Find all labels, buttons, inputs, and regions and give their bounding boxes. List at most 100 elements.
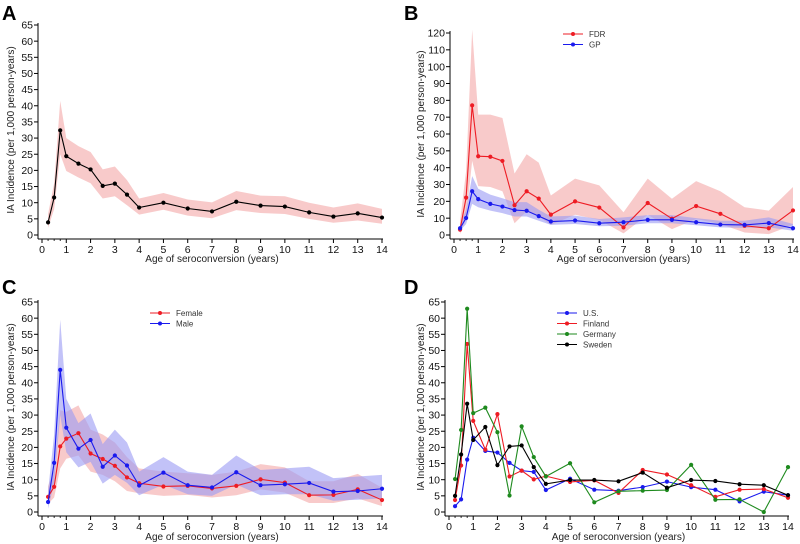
data-point-germany xyxy=(471,411,476,416)
x-tick-label: 9 xyxy=(258,244,264,256)
y-tick-label: 40 xyxy=(21,100,33,112)
x-tick-label: 1 xyxy=(475,244,481,256)
x-tick-label: 11 xyxy=(715,244,726,256)
data-point-sweden xyxy=(567,477,573,483)
x-tick-label: 3 xyxy=(112,244,118,256)
x-tick-label: 4 xyxy=(136,521,142,533)
data-point-all xyxy=(355,211,360,216)
y-tick-label: 55 xyxy=(428,329,440,341)
data-point-female xyxy=(112,463,117,468)
data-point-finland xyxy=(495,412,500,417)
panel-c: C0 1 2 3 4 5 6 7 8 9 10 11 12 13 140510152025303540455… xyxy=(2,277,388,543)
data-point-male xyxy=(137,483,142,488)
y-tick-label: 15 xyxy=(21,181,33,193)
data-point-germany xyxy=(640,488,645,493)
data-point-gp xyxy=(536,214,541,219)
data-point-sweden xyxy=(761,483,766,488)
data-point-all xyxy=(58,128,63,133)
ci-band-gp xyxy=(460,176,793,231)
data-point-finland xyxy=(761,486,766,492)
x-tick-label: 4 xyxy=(136,244,142,256)
y-tick-label: 100 xyxy=(427,61,445,73)
data-point-male xyxy=(185,483,190,488)
data-point-female xyxy=(58,444,63,449)
y-tick-label: 40 xyxy=(21,377,33,389)
panel-label: D xyxy=(404,277,418,299)
data-point-female xyxy=(234,483,239,488)
data-point-gp xyxy=(790,226,796,231)
data-point-gp xyxy=(718,222,723,227)
y-tick-label: 25 xyxy=(21,426,33,438)
data-point-female xyxy=(76,431,81,436)
data-point-all xyxy=(45,220,51,225)
data-point-all xyxy=(185,206,190,211)
data-point-male xyxy=(52,460,57,465)
data-point-all xyxy=(64,154,69,159)
x-tick-label: 7 xyxy=(209,521,215,533)
x-tick-label: 7 xyxy=(621,244,627,256)
legend-label: Female xyxy=(176,309,203,318)
y-tick-label: 20 xyxy=(428,442,440,454)
panel-d: D0 1 2 3 4 5 6 7 8 9 10 11 12 13 140510152025303540455… xyxy=(404,277,794,543)
data-point-male xyxy=(331,489,336,494)
x-tick-label: 13 xyxy=(758,521,770,533)
x-tick-label: 0 xyxy=(446,521,452,533)
data-point-male xyxy=(379,486,385,491)
data-point-u-s xyxy=(465,457,470,462)
data-point-germany xyxy=(761,509,766,515)
data-point-sweden xyxy=(689,477,694,483)
data-point-sweden xyxy=(459,452,464,457)
data-point-male xyxy=(161,470,166,475)
data-point-gp xyxy=(742,222,747,227)
y-tick-label: 60 xyxy=(433,129,445,141)
ci-band-all xyxy=(48,100,382,228)
data-point-fdr xyxy=(766,226,771,231)
series-line-female xyxy=(47,432,383,501)
data-point-finland xyxy=(737,487,742,492)
panel-a: A0 1 2 3 4 5 6 7 8 9 10 11 12 13 140510152025303540455… xyxy=(2,3,388,265)
y-tick-label: 30 xyxy=(21,133,33,145)
data-point-sweden xyxy=(452,493,458,498)
ci-band-fdr xyxy=(460,29,793,235)
data-point-sweden xyxy=(471,437,476,443)
x-tick-label: 10 xyxy=(690,244,702,256)
y-tick-label: 35 xyxy=(21,117,33,129)
y-tick-label: 20 xyxy=(21,442,33,454)
data-point-finland xyxy=(689,483,694,488)
y-tick-label: 5 xyxy=(27,490,33,502)
y-tick-label: 45 xyxy=(428,361,440,373)
data-point-gp xyxy=(572,218,578,223)
data-point-germany xyxy=(737,497,742,502)
data-point-fdr xyxy=(488,154,493,159)
data-point-male xyxy=(355,488,360,494)
data-point-germany xyxy=(713,497,718,502)
data-point-sweden xyxy=(737,482,742,487)
data-point-female xyxy=(258,477,263,482)
ci-band-male xyxy=(48,319,382,509)
legend-marker xyxy=(565,332,569,336)
x-tick-label: 9 xyxy=(258,521,264,533)
legend-marker xyxy=(565,311,569,315)
data-point-sweden xyxy=(483,424,488,430)
x-tick-label: 2 xyxy=(88,521,94,533)
data-point-fdr xyxy=(718,211,723,216)
data-point-female xyxy=(379,497,385,503)
data-point-gp xyxy=(524,208,529,213)
y-tick-label: 0 xyxy=(434,507,440,519)
y-tick-label: 40 xyxy=(433,162,445,174)
x-tick-label: 1 xyxy=(63,521,69,533)
y-tick-label: 30 xyxy=(433,179,445,191)
x-tick-label: 8 xyxy=(645,244,651,256)
data-point-sweden xyxy=(713,478,718,484)
series-line-sweden xyxy=(454,403,789,496)
data-point-finland xyxy=(531,477,536,482)
y-tick-label: 55 xyxy=(21,52,33,64)
data-point-male xyxy=(282,482,287,487)
y-tick-label: 120 xyxy=(427,28,445,40)
y-tick-label: 65 xyxy=(428,297,440,309)
data-point-all xyxy=(137,205,142,210)
x-tick-label: 5 xyxy=(161,244,167,256)
legend-marker xyxy=(571,42,575,47)
y-tick-label: 15 xyxy=(428,458,440,470)
